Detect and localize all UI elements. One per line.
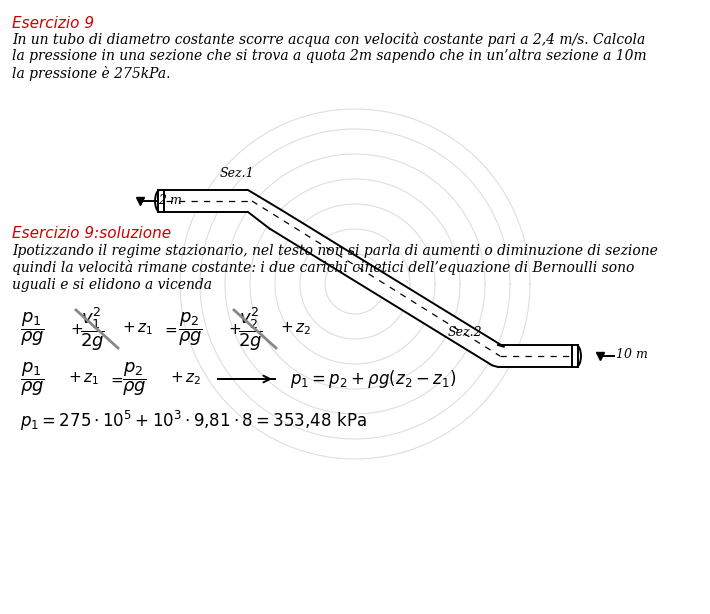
Text: $+\,z_2$: $+\,z_2$ [170,371,201,387]
Text: Sez.1: Sez.1 [220,167,255,180]
Text: 2 m: 2 m [158,193,182,206]
Text: Ipotizzando il regime stazionario, nel testo non si parla di aumenti o diminuzio: Ipotizzando il regime stazionario, nel t… [12,244,658,292]
Text: Sez.2: Sez.2 [448,326,483,339]
Text: $\dfrac{v_1^2}{2g}$: $\dfrac{v_1^2}{2g}$ [80,305,105,353]
Polygon shape [269,209,504,365]
Text: $+\,z_2$: $+\,z_2$ [280,321,311,337]
Polygon shape [498,345,572,367]
Text: $\dfrac{p_2}{\rho g}$: $\dfrac{p_2}{\rho g}$ [178,310,203,348]
Text: $\dfrac{p_1}{\rho g}$: $\dfrac{p_1}{\rho g}$ [20,310,45,348]
Text: $+$: $+$ [70,322,83,336]
Text: $+\,z_1$: $+\,z_1$ [122,321,153,337]
Text: $p_1 = 275 \cdot 10^5 + 10^3 \cdot 9{,}81 \cdot 8 = 353{,}48\ \mathrm{kPa}$: $p_1 = 275 \cdot 10^5 + 10^3 \cdot 9{,}8… [20,409,366,433]
Text: Esercizio 9:soluzione: Esercizio 9:soluzione [12,226,171,241]
Text: $=$: $=$ [108,371,124,386]
Text: $\dfrac{p_1}{\rho g}$: $\dfrac{p_1}{\rho g}$ [20,360,45,398]
Text: 10 m: 10 m [616,349,648,362]
Text: $=$: $=$ [162,322,178,336]
Text: Esercizio 9: Esercizio 9 [12,16,94,31]
Polygon shape [248,190,280,228]
Text: In un tubo di diametro costante scorre acqua con velocità costante pari a 2,4 m/: In un tubo di diametro costante scorre a… [12,32,647,80]
Text: $+\,z_1$: $+\,z_1$ [68,371,99,387]
Text: $\dfrac{p_2}{\rho g}$: $\dfrac{p_2}{\rho g}$ [122,360,147,398]
Text: $\dfrac{v_2^2}{2g}$: $\dfrac{v_2^2}{2g}$ [238,305,263,353]
Text: $p_1 = p_2 + \rho g(z_2 - z_1)$: $p_1 = p_2 + \rho g(z_2 - z_1)$ [290,368,456,390]
Polygon shape [492,345,504,367]
Text: $+$: $+$ [228,322,241,336]
Polygon shape [164,190,248,212]
